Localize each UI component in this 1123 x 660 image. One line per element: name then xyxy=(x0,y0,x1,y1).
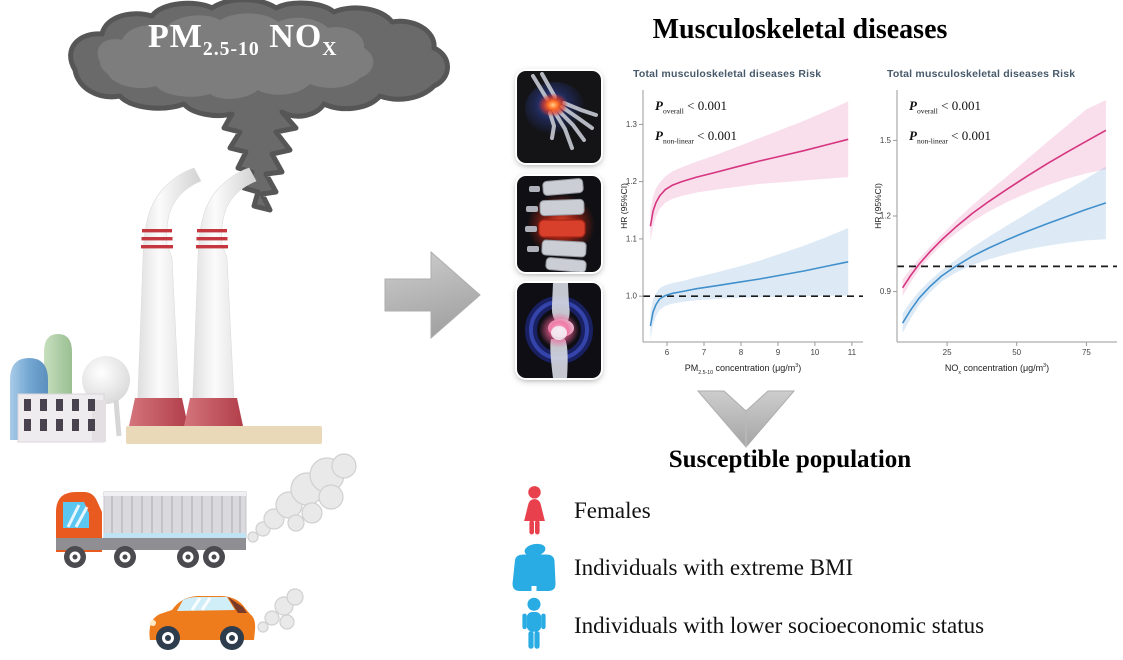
female-icon xyxy=(506,486,562,536)
p-non-linear: Pnon-linear < 0.001 xyxy=(655,127,737,146)
car-icon xyxy=(149,596,256,650)
susceptible-item-females: Females xyxy=(506,482,651,540)
smoke-cloud xyxy=(68,0,450,213)
p-overall: Poverall < 0.001 xyxy=(655,98,727,116)
svg-text:7: 7 xyxy=(702,348,707,357)
smokestacks xyxy=(126,167,322,444)
factory-buildings xyxy=(10,334,130,443)
chart-title: Total musculoskeletal diseases Risk xyxy=(887,68,1076,80)
svg-text:9: 9 xyxy=(776,348,781,357)
stack-platform xyxy=(126,426,322,444)
x-axis-label: NOx concentration (μg/m3) xyxy=(944,363,1050,376)
inflamed-wrist-joint-image xyxy=(517,71,601,163)
svg-text:1.5: 1.5 xyxy=(880,136,892,145)
pm-dose-response-chart: Total musculoskeletal diseases Risk HR (… xyxy=(617,62,869,384)
svg-text:1.2: 1.2 xyxy=(880,212,892,221)
p-non-linear: Pnon-linear < 0.001 xyxy=(909,127,991,146)
svg-text:1.0: 1.0 xyxy=(626,292,638,301)
pollutant-labels: PM2.5-10 NOX xyxy=(148,18,338,60)
right-smokestack xyxy=(184,167,257,426)
susceptible-title: Susceptible population xyxy=(668,446,912,473)
svg-text:50: 50 xyxy=(1012,348,1021,357)
car-wheels xyxy=(156,626,244,650)
svg-text:1.2: 1.2 xyxy=(626,177,638,186)
svg-text:75: 75 xyxy=(1082,348,1091,357)
p-value-annotations: Poverall < 0.001 Pnon-linear < 0.001 xyxy=(909,94,991,153)
plot-area: 6 7 8 9 10 11 1.0 1.1 1.2 1.3 xyxy=(626,90,863,357)
inflamed-knee-image xyxy=(517,283,601,378)
right-arrow-icon xyxy=(384,250,481,340)
svg-text:11: 11 xyxy=(848,348,857,357)
truck-wheels xyxy=(64,546,225,568)
x-axis-label: PM2.5-10 concentration (μg/m3) xyxy=(684,363,802,376)
susceptible-label: Females xyxy=(574,498,651,523)
page-title: Musculoskeletal diseases xyxy=(652,14,948,45)
p-overall: Poverall < 0.001 xyxy=(909,98,981,116)
svg-text:10: 10 xyxy=(810,348,819,357)
susceptible-item-extreme-bmi: Individuals with extreme BMI xyxy=(506,540,853,596)
inflamed-spine-image xyxy=(517,176,601,272)
obese-person-icon xyxy=(506,543,562,593)
svg-text:1.3: 1.3 xyxy=(626,120,638,129)
stripes xyxy=(196,229,228,249)
svg-text:0.9: 0.9 xyxy=(880,287,892,296)
thin-person-icon xyxy=(506,597,562,655)
factory-windows xyxy=(24,399,95,431)
p-value-annotations: Poverall < 0.001 Pnon-linear < 0.001 xyxy=(655,94,737,153)
susceptible-item-low-ses: Individuals with lower socioeconomic sta… xyxy=(506,596,984,656)
plot-area: 25 50 75 0.9 1.2 1.5 xyxy=(880,90,1117,357)
pollution-scene xyxy=(10,0,481,650)
truck-exhaust-smoke-icon xyxy=(247,453,357,543)
container-truck-icon xyxy=(56,491,247,568)
susceptible-label: Individuals with extreme BMI xyxy=(574,555,854,580)
susceptible-label: Individuals with lower socioeconomic sta… xyxy=(574,613,985,638)
svg-text:1.1: 1.1 xyxy=(626,234,638,243)
stripes xyxy=(141,229,173,249)
nox-dose-response-chart: Total musculoskeletal diseases Risk HR (… xyxy=(871,62,1123,384)
svg-text:6: 6 xyxy=(665,348,670,357)
svg-text:25: 25 xyxy=(943,348,952,357)
car-exhaust-smoke-icon xyxy=(257,588,304,633)
svg-text:8: 8 xyxy=(739,348,744,357)
left-smokestack xyxy=(129,167,202,426)
down-arrow-icon xyxy=(696,390,796,448)
chart-title: Total musculoskeletal diseases Risk xyxy=(633,68,822,80)
